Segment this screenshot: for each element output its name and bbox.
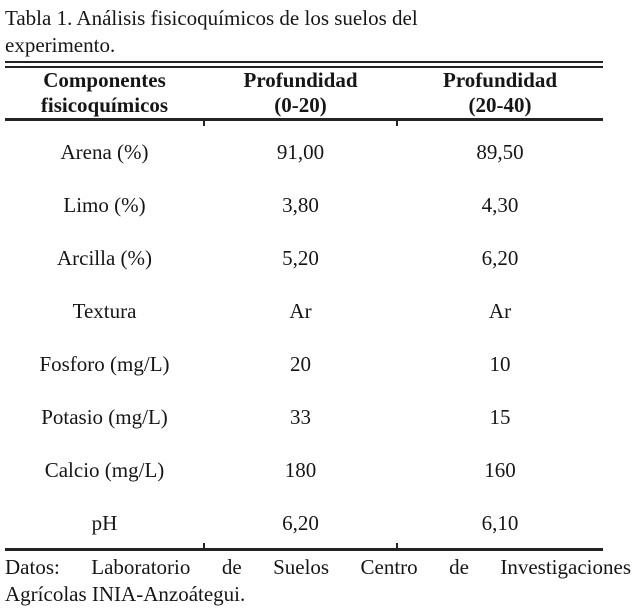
- value-depth-0-20: 6,20: [282, 510, 319, 535]
- column-header-line: Componentes: [43, 67, 166, 92]
- table-row: pH 6,20 6,10: [5, 496, 603, 549]
- value-depth-20-40: 4,30: [481, 192, 519, 217]
- row-label: Textura: [72, 298, 137, 323]
- bottom-rule: [5, 548, 603, 551]
- column-separator-tick: [203, 121, 205, 126]
- value-depth-0-20: 5,20: [282, 245, 319, 270]
- row-label: Potasio (mg/L): [41, 404, 168, 429]
- column-header-line: Profundidad: [443, 67, 557, 92]
- value-depth-0-20: 33: [290, 404, 311, 429]
- value-depth-20-40: 6,10: [481, 510, 519, 535]
- column-separator-tick: [396, 543, 398, 548]
- table-row: Calcio (mg/L) 180 160: [5, 443, 603, 496]
- source-note-line1: Datos: Laboratorio de Suelos Centro de I…: [5, 555, 631, 579]
- row-label: Calcio (mg/L): [44, 457, 165, 482]
- table-body: Arena (%) 91,00 89,50 Limo (%) 3,80 4,30…: [5, 125, 603, 549]
- table-row: Potasio (mg/L) 33 15: [5, 390, 603, 443]
- table-row: Limo (%) 3,80 4,30: [5, 178, 603, 231]
- column-header-profundidad-20-40: Profundidad (20-40): [397, 68, 603, 118]
- row-label: Arena (%): [60, 139, 149, 164]
- value-depth-20-40: 6,20: [481, 245, 519, 270]
- table-header-row: Componentes fisicoquímicos Profundidad (…: [5, 67, 603, 118]
- value-depth-0-20: 91,00: [276, 139, 325, 164]
- column-header-line: (0-20): [274, 92, 327, 117]
- value-depth-0-20: 20: [290, 351, 311, 376]
- header-underline-rule: [5, 118, 603, 121]
- table-row: Fosforo (mg/L) 20 10: [5, 337, 603, 390]
- row-label: Fosforo (mg/L): [39, 351, 170, 376]
- value-depth-20-40: 15: [489, 404, 511, 429]
- top-double-rule: [5, 61, 603, 68]
- value-depth-0-20: Ar: [289, 298, 312, 323]
- source-note-line2: Agrícolas INIA-Anzoátegui.: [5, 582, 246, 606]
- value-depth-20-40: Ar: [488, 298, 512, 323]
- column-separator-tick: [396, 121, 398, 126]
- value-depth-20-40: 160: [484, 457, 516, 482]
- column-header-line: (20-40): [468, 92, 532, 117]
- column-separator-tick: [203, 543, 205, 548]
- value-depth-0-20: 180: [284, 457, 317, 482]
- column-header-line: Profundidad: [243, 67, 358, 92]
- table-row: Arcilla (%) 5,20 6,20: [5, 231, 603, 284]
- row-label: Limo (%): [63, 192, 146, 217]
- table-caption: Tabla 1. Análisis fisicoquímicos de los …: [5, 5, 505, 59]
- row-label: Arcilla (%): [56, 245, 153, 270]
- column-header-line: fisicoquímicos: [40, 92, 169, 117]
- table-source-note: Datos: Laboratorio de Suelos Centro de I…: [5, 554, 631, 608]
- column-header-componentes: Componentes fisicoquímicos: [5, 68, 204, 118]
- table-row: Textura Ar Ar: [5, 284, 603, 337]
- table-row: Arena (%) 91,00 89,50: [5, 125, 603, 178]
- value-depth-0-20: 3,80: [282, 192, 319, 217]
- value-depth-20-40: 89,50: [476, 139, 524, 164]
- row-label: pH: [91, 510, 118, 535]
- table-caption-line1: Tabla 1. Análisis fisicoquímicos de los …: [5, 6, 418, 30]
- value-depth-20-40: 10: [489, 351, 511, 376]
- table-caption-line2: experimento.: [5, 33, 116, 57]
- column-header-profundidad-0-20: Profundidad (0-20): [204, 68, 397, 118]
